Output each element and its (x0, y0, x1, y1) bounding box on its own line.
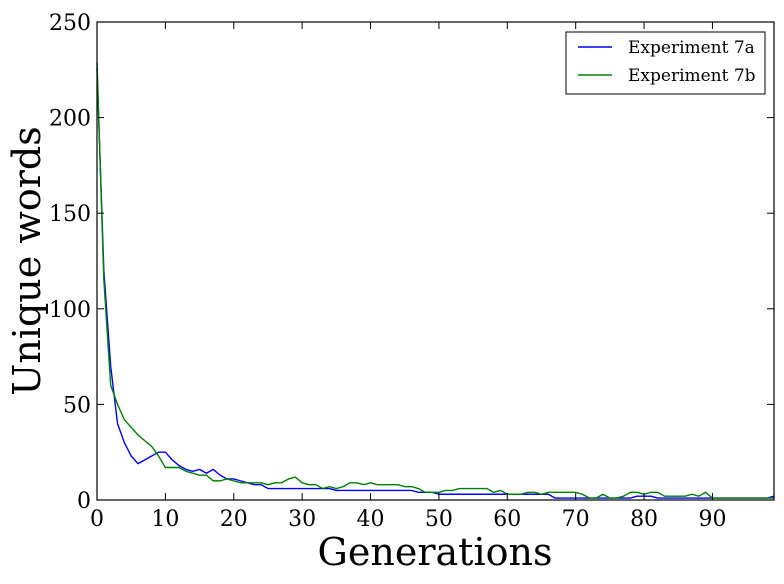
y-axis-label: Unique words (5, 126, 49, 395)
x-axis-label: Generations (318, 530, 553, 574)
series-layer (96, 62, 775, 499)
x-tick-label: 10 (151, 507, 179, 532)
x-tick-label: 30 (288, 507, 316, 532)
x-tick-label: 0 (90, 507, 104, 532)
y-tick-label: 250 (49, 11, 91, 36)
series-line-2 (96, 62, 774, 499)
x-tick-label: 50 (425, 507, 453, 532)
x-tick-label: 70 (562, 507, 590, 532)
x-tick-label: 60 (493, 507, 521, 532)
legend-box (565, 31, 766, 95)
ticks-layer (96, 21, 774, 501)
y-tick-label: 200 (49, 107, 91, 132)
x-tick-label: 40 (357, 507, 385, 532)
y-tick-label: 100 (49, 298, 91, 323)
y-tick-label: 0 (77, 489, 91, 514)
series-line-1 (96, 67, 775, 499)
plot-frame (96, 21, 775, 501)
x-tick-label: 20 (220, 507, 248, 532)
y-tick-label: 150 (49, 202, 91, 227)
legend-label-2: Experiment 7b (628, 66, 756, 86)
legend-label-1: Experiment 7a (628, 38, 755, 58)
x-tick-label: 90 (698, 507, 726, 532)
plot-area (96, 21, 775, 501)
y-tick-label: 50 (63, 393, 91, 418)
x-tick-label: 80 (630, 507, 658, 532)
legend: Experiment 7a Experiment 7b (565, 31, 766, 95)
tick-labels: 0 10 20 30 40 50 60 70 80 90 0 50 100 150 200 250 (49, 11, 726, 532)
